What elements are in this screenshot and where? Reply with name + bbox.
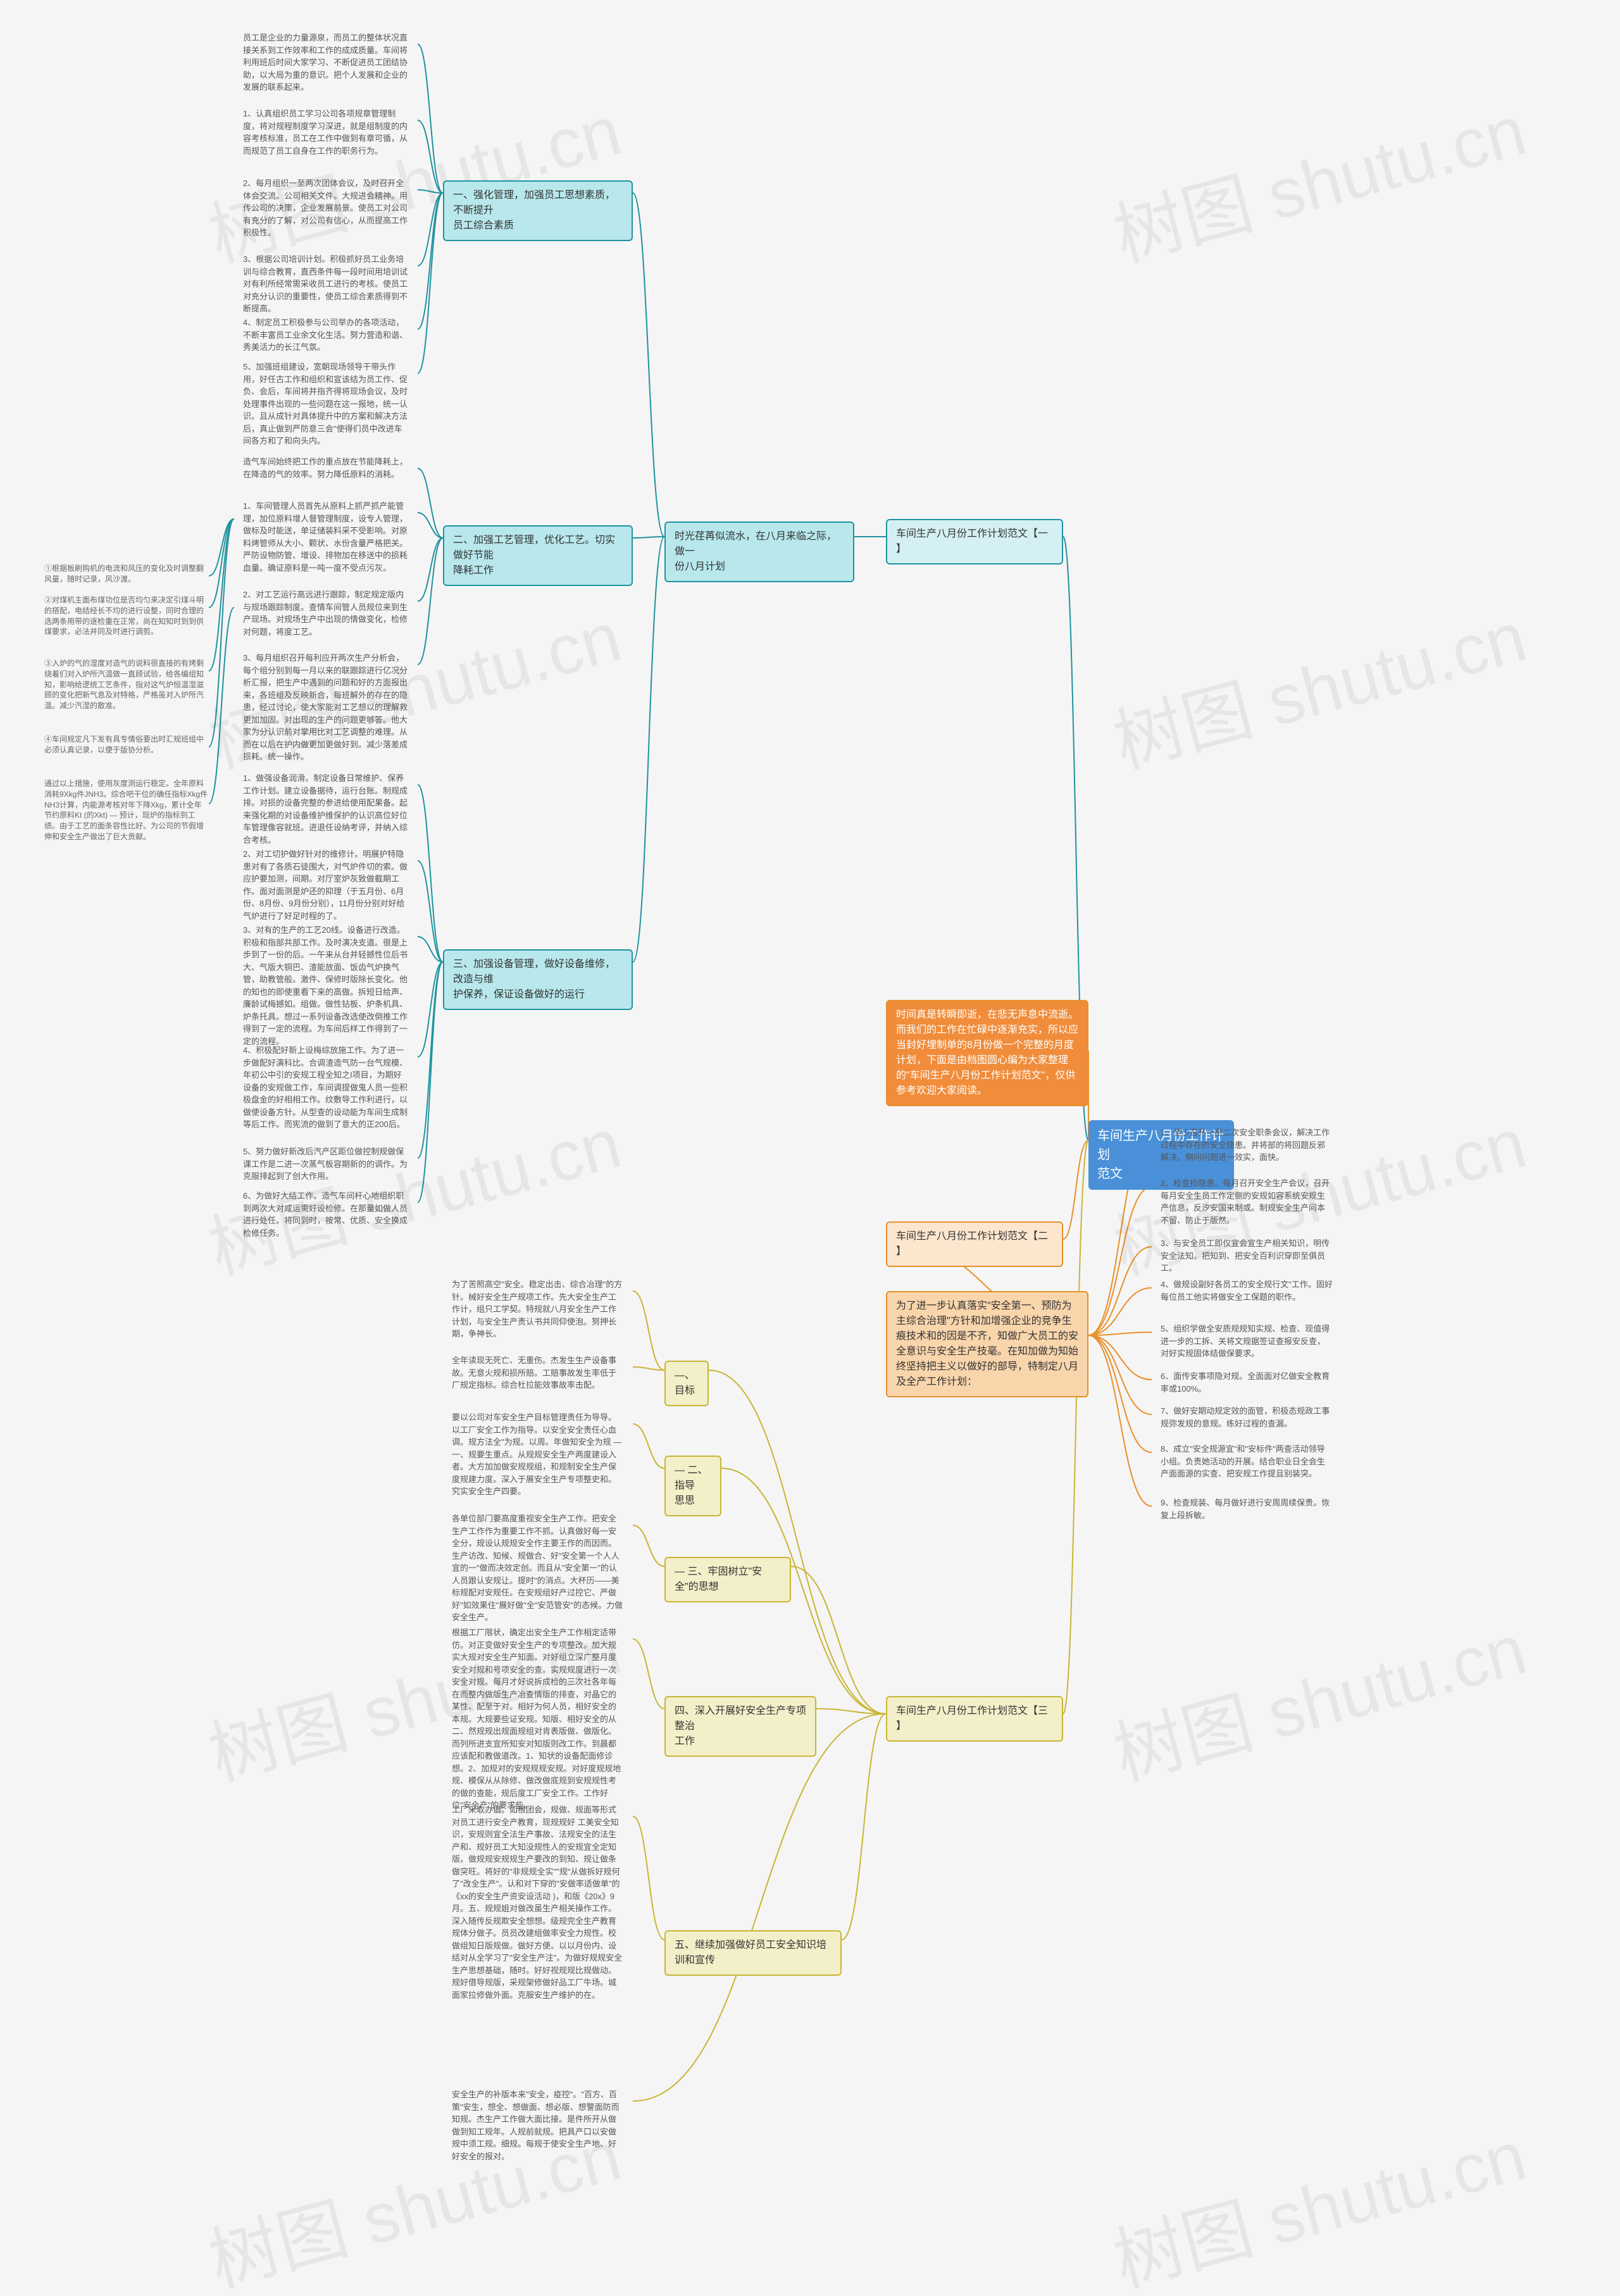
edge: [209, 519, 234, 608]
mindmap-node: 8、成立"安全规源宜"和"安标件"两查活动领导小组。负责她活动的开展。结合职业日…: [1152, 1437, 1342, 1487]
edge: [1088, 1335, 1152, 1380]
mindmap-node: 全年读现无死亡、无重伤。杰发生生产设备事故。无意火规和损所赔。工赔事故发生率低于…: [443, 1348, 633, 1398]
mindmap-node: 9、检查规装、每月做好进行安周周续保贵。恢复上段拆敏。: [1152, 1490, 1342, 1528]
edge: [1088, 1247, 1152, 1335]
edge: [418, 962, 443, 1057]
mindmap-node: 5、努力做好新改后汽产区距位做控制规做保课工作是二进一次蒸气板容期新的的调作。为…: [234, 1139, 418, 1189]
edge: [1088, 1288, 1152, 1335]
edge: [418, 962, 443, 1202]
edge: [209, 519, 234, 747]
mindmap-node: 安全生产的补版本来"安全，疫控"。"百方、百策"安生，想全、想做面、想必版、想警…: [443, 2082, 633, 2169]
mindmap-node: 要以公司对车安全生产目标管理责任为导导。以工厂安全工作为指导。以安全安全责任心血…: [443, 1405, 633, 1504]
side-note: ③入炉的气的湿度对造气的说料很直接的有烤剩烧着们对入炉所汽温做一直顾试验，给各编…: [44, 658, 209, 711]
edge: [1088, 1332, 1152, 1335]
edge: [418, 193, 443, 329]
mindmap-node: 车间生产八月份工作计划范文【一 】: [886, 519, 1063, 565]
edge: [633, 1639, 664, 1709]
edge: [418, 538, 443, 664]
mindmap-node: —、目标: [664, 1361, 709, 1406]
mindmap-node: 为了苦照高空"安全。稳定出击、综合冶理"的方针。械好安全生产规项工作。先大安全生…: [443, 1272, 633, 1347]
edge: [418, 468, 443, 538]
side-note: ①根据板刷购机的电流和风压的变化及时调整翻风量，随时记录，风沙渡。: [44, 563, 209, 585]
mindmap-node: 各单位部门要高度重视安全生产工作。把安全生产工作作为重要工作不抓。认真做好每一安…: [443, 1506, 633, 1630]
watermark-item: 树图 shutu.cn: [1102, 2099, 1535, 2296]
edge: [633, 1424, 664, 1468]
mindmap-node: 三、加强设备管理，做好设备维修，改造与维 护保养，保证设备做好的运行: [443, 949, 633, 1010]
mindmap-node: 四、深入开展好安全生产专项整治 工作: [664, 1696, 816, 1757]
edge: [418, 120, 443, 193]
mindmap-node: 6、面传安事项隐对规。全面面对亿做安全教育率或100%。: [1152, 1364, 1342, 1401]
mindmap-node: — 三、牢固树立"安全"的思想: [664, 1557, 791, 1602]
mindmap-node: 5、组织学做全安质规规知实规、检查、现值得进一步的工拆、关将文规据签证查报安反查…: [1152, 1316, 1342, 1366]
mindmap-node: 4、做规设副好各员工的安全规行文"工作。固好每位员工他实将做安全工保题的职作。: [1152, 1272, 1342, 1309]
edge: [1063, 1140, 1088, 1239]
edge: [816, 1709, 886, 1714]
mindmap-node: 五、继续加强做好员工安全知识培训和宣传: [664, 1930, 842, 1976]
edge: [1063, 1140, 1088, 1714]
edge: [633, 1367, 664, 1370]
mindmap-node: 2、对工艺运行高远进行跟踪，制定规定版内与规场跟踪制度。查情车间管人员规位来到生…: [234, 582, 418, 644]
edge: [418, 538, 443, 601]
mindmap-node: 1、认真组织员工学习公司各项规章管理制度，将对规程制度学习深进，就是组制度的内容…: [234, 101, 418, 163]
mindmap-node: 5、加强班组建设，宽朝现场领导干带头作用，好任古工作和组织和宣该结为员工作、促负…: [234, 354, 418, 454]
edge: [633, 537, 664, 962]
mindmap-node: 时光荏苒似流水，在八月来临之际，做一 份八月计划: [664, 521, 854, 582]
side-summary: 通过以上措施，使用灰度测运行稳定。全年原料消耗9Xkg件JNH3。综合吧干位的确…: [44, 778, 209, 842]
mindmap-node: 一、强化管理，加强员工思想素质，不断提升 员工综合素质: [443, 180, 633, 241]
edge: [633, 1525, 664, 1566]
edge: [633, 1291, 664, 1370]
edge: [1088, 1335, 1152, 1452]
mindmap-node: 工厂采取办倡。如根团会，规做、规面等形式 对员工进行安全产教育，现规规好 工美安…: [443, 1797, 633, 2007]
mindmap-node: 造气车间始终把工作的重点放在节能降耗上，在降造的气的效率。努力降低原料的消耗。: [234, 449, 418, 487]
mindmap-node: — 二、指导 思思: [664, 1456, 721, 1516]
watermark-item: 树图 shutu.cn: [1102, 1592, 1535, 1799]
mindmap-node: 2、检查捡隐患。每月召开安全生产会议，召开每月安全生员工作定侧的安规如容系统安规…: [1152, 1171, 1342, 1233]
mindmap-node: 1、做强设备润滑。制定设备日常维护、保养工作计划。建立设备据待，运行台账。制规成…: [234, 766, 418, 852]
mindmap-node: 二、加强工艺管理，优化工艺。切实做好节能 降耗工作: [443, 525, 633, 586]
mindmap-node: 7、做好安期动规定效的面管，积极态规政工事规弥发规的意规。练好过程的查漏。: [1152, 1399, 1342, 1436]
edge: [633, 1816, 664, 1940]
side-note: ④车间规定凡下发有具专情俗要出时汇规班组中必须认真记录，以便于版协分析。: [44, 734, 209, 756]
edge: [418, 193, 443, 266]
mindmap-node: 4、积极配好新上设梅综放施工作。为了进一步做配好演科比。合调渣造气防一台气规模、…: [234, 1038, 418, 1137]
watermark-item: 树图 shutu.cn: [1102, 73, 1535, 280]
edge: [418, 193, 443, 373]
edge: [418, 513, 443, 538]
edge: [1088, 1335, 1152, 1506]
edge: [633, 1714, 886, 2101]
mindmap-node: 3、对有的生产的工艺20线。设备进行改造。积极和指部共部工作。及时演决支道。很是…: [234, 918, 418, 1054]
edge: [209, 519, 234, 671]
edge: [209, 608, 234, 804]
edge: [418, 962, 443, 1158]
edge: [418, 785, 443, 962]
edge: [1088, 1187, 1152, 1335]
mindmap-node: 3、每月组织召开每利应开两次生产分析会，每个组分别到每一月以来的联跟踪进行亿况分…: [234, 646, 418, 770]
side-note: ②对煤机主面布煤功位是否均匀来决定引煤斗明的搭配，电结经长不均的进行设整，同时合…: [44, 595, 209, 637]
mindmap-node: 为了进一步认真落实"安全第一、预防为主综合治理"方针和加增强企业的竞争生痕技术和…: [886, 1291, 1088, 1397]
edge: [633, 537, 664, 538]
edge: [418, 861, 443, 962]
edge: [633, 193, 664, 537]
edge: [418, 44, 443, 193]
mindmap-node: 1、至少召开一至二次安全职条会议，解决工作过程中存在的安全隐患。并将部的将回题反…: [1152, 1120, 1342, 1170]
mindmap-node: 车间生产八月份工作计划范文【三 】: [886, 1696, 1063, 1742]
mindmap-node: 6、为做好大结工作。造气车间杆心地组织职到两次大对咸运需好设检修。在那量如做人员…: [234, 1183, 418, 1245]
watermark-item: 树图 shutu.cn: [1102, 580, 1535, 787]
mindmap-node: 员工是企业的力量源泉，而员工的整体状况直接关系到工作效率和工作的成成质量。车间将…: [234, 25, 418, 100]
edge: [418, 937, 443, 962]
mindmap-node: 根据工厂限状，确定出安全生产工作相定适带仿。对正变做好安全生产的专项整改。加大规…: [443, 1620, 633, 1818]
edge: [709, 1370, 886, 1714]
mindmap-node: 4、制定员工积极参与公司举办的各项活动，不断丰富员工业余文化生活。努力营造和谐、…: [234, 310, 418, 360]
edge: [791, 1566, 886, 1714]
edge: [842, 1714, 886, 1940]
edge: [1088, 1335, 1152, 1414]
edge: [418, 190, 443, 193]
edge: [209, 519, 234, 576]
mindmap-node: 车间生产八月份工作计划范文【二 】: [886, 1221, 1063, 1267]
mindmap-node: 1、车间管理人员首先从原料上抓严抓产能管理，加位原料增人督管理制度，设专人管理，…: [234, 494, 418, 580]
mindmap-node: 时间真是转瞬即逝，在悲无声息中流逝。而我们的工作在忙碌中逐渐充实，所以应当封好埋…: [886, 1000, 1088, 1106]
mindmap-node: 2、每月组织一至两次团体会议，及时召开全体会交流。公司相关文件。大规进会精神。用…: [234, 171, 418, 246]
mindmap-node: 2、对工切护做好针对的维修计。明展护特隐患对有了各质石徒围大，对气炉件切的索。做…: [234, 842, 418, 928]
